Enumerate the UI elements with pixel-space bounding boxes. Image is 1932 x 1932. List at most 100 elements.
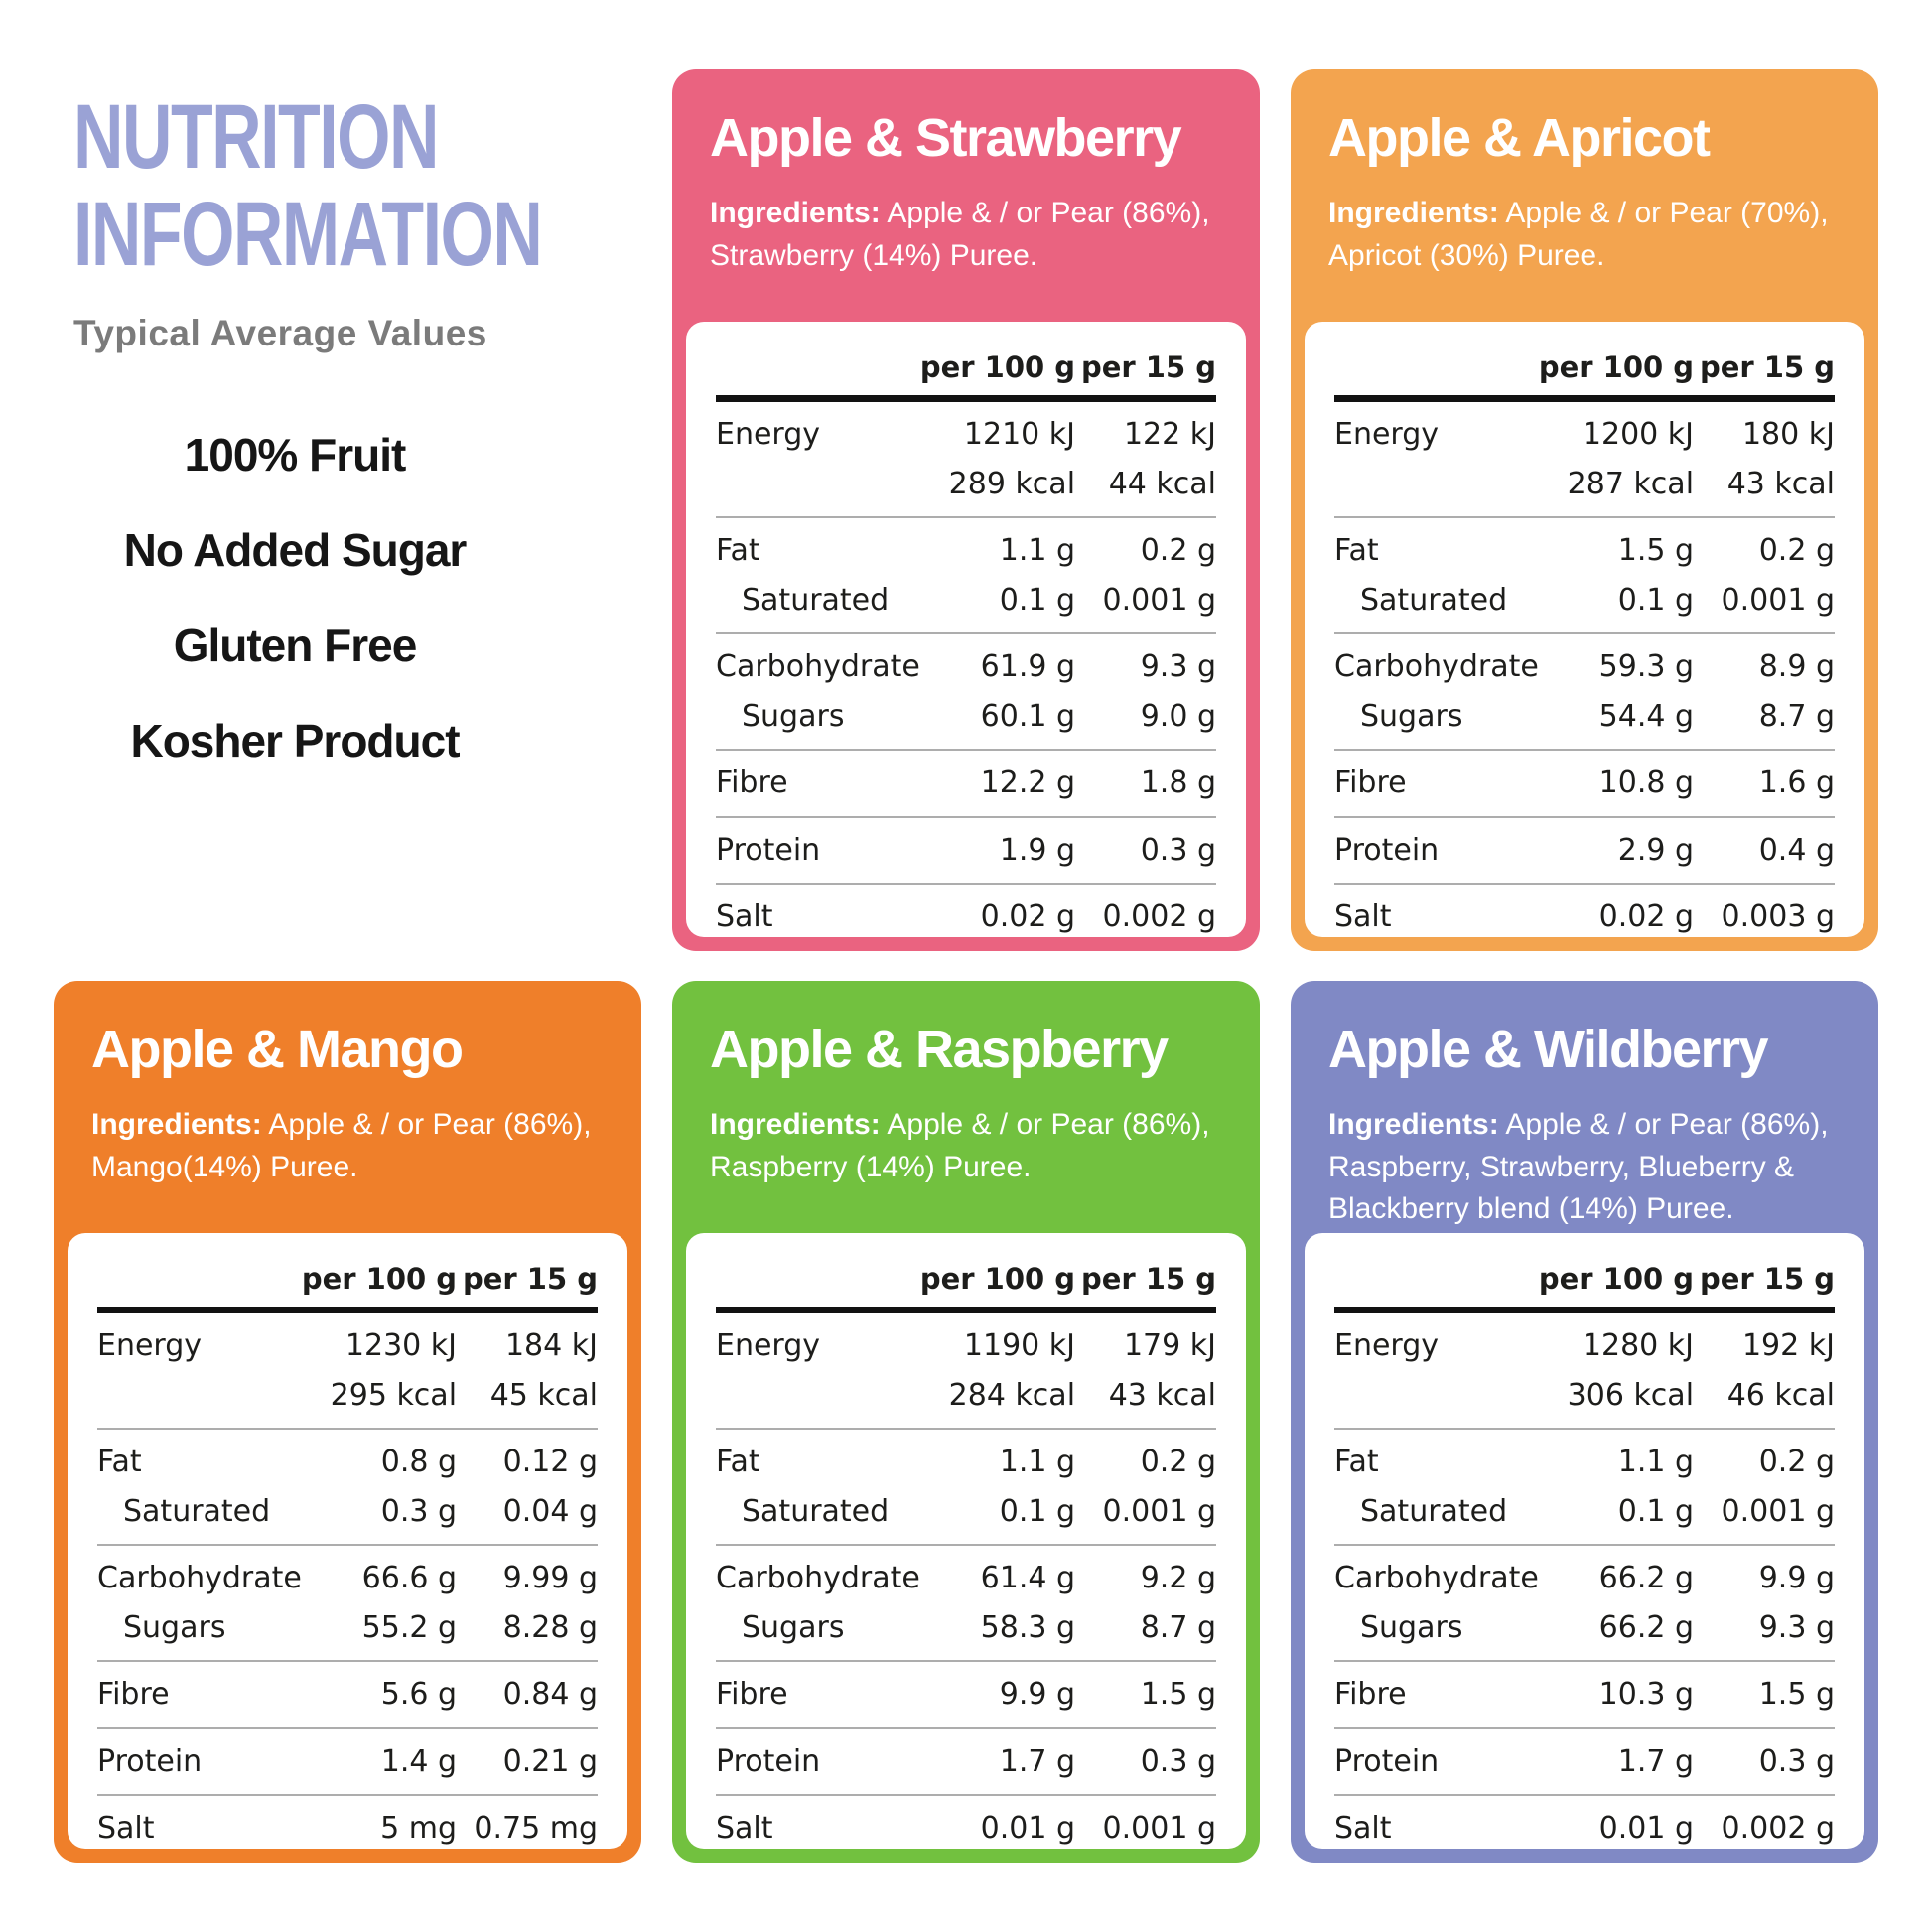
card-header: Apple & Wildberry Ingredients: Apple & /… (1305, 995, 1864, 1233)
value-per-100g: 10.8 g (1598, 765, 1695, 801)
card-apple-raspberry: Apple & Raspberry Ingredients: Apple & /… (672, 981, 1260, 1863)
nutrient-label: Fat (1334, 1445, 1379, 1480)
nutrient-label: Energy (716, 417, 821, 453)
nutrient-label: Fibre (1334, 1677, 1407, 1713)
value-per-15g: 1.5 g (1140, 1677, 1216, 1713)
page-title: NUTRITION INFORMATION (73, 88, 543, 285)
table-header-rule (1334, 395, 1835, 403)
value-per-15g: 9.99 g (502, 1561, 598, 1596)
row-divider (716, 749, 1216, 752)
value-per-15g: 9.3 g (1140, 649, 1216, 685)
value-per-15g: 1.8 g (1140, 765, 1216, 801)
nutrient-label: Energy (1334, 1328, 1440, 1364)
value-per-15g: 46 kcal (1726, 1377, 1835, 1413)
card-apple-wildberry: Apple & Wildberry Ingredients: Apple & /… (1291, 981, 1878, 1863)
row-divider (1334, 1544, 1835, 1547)
table-header-per-15g: per 15 g (1699, 350, 1835, 384)
page-subtitle: Typical Average Values (73, 313, 487, 354)
row-divider (97, 1794, 598, 1797)
table-header-per-15g: per 15 g (1699, 1262, 1835, 1296)
value-per-100g: 54.4 g (1598, 698, 1695, 734)
value-per-100g: 1.1 g (999, 1445, 1076, 1480)
nutrient-label: Saturated (123, 1493, 271, 1529)
card-header: Apple & Mango Ingredients: Apple & / or … (68, 995, 627, 1233)
table-header-per-100g: per 100 g (1538, 350, 1695, 384)
value-per-15g: 0.002 g (1102, 899, 1216, 935)
nutrient-label (716, 460, 920, 509)
title-line-2: INFORMATION (73, 183, 543, 285)
row-divider (716, 1726, 1216, 1729)
table-header-per-100g: per 100 g (919, 1262, 1076, 1296)
value-per-100g: 306 kcal (1567, 1377, 1695, 1413)
nutrient-label: Fibre (1334, 765, 1407, 801)
cards-grid: NUTRITION INFORMATION Typical Average Va… (54, 69, 1878, 1863)
nutrient-label (1334, 1371, 1539, 1421)
value-per-15g: 8.7 g (1758, 698, 1835, 734)
row-divider (97, 1544, 598, 1547)
nutrient-label: Carbohydrate (1334, 1561, 1539, 1596)
nutrient-label: Fibre (97, 1677, 170, 1713)
nutrient-label: Protein (1334, 832, 1440, 868)
card-header: Apple & Apricot Ingredients: Apple & / o… (1305, 83, 1864, 322)
row-divider (1334, 815, 1835, 818)
value-per-15g: 122 kJ (1123, 417, 1216, 453)
value-per-15g: 0.12 g (502, 1445, 598, 1480)
nutrient-label: Carbohydrate (97, 1561, 302, 1596)
nutrient-label: Fat (716, 533, 760, 569)
value-per-15g: 0.003 g (1721, 899, 1835, 935)
nutrient-label: Salt (716, 899, 773, 935)
value-per-15g: 0.001 g (1721, 1493, 1835, 1529)
value-per-15g: 43 kcal (1726, 466, 1835, 501)
value-per-15g: 192 kJ (1741, 1328, 1835, 1364)
value-per-100g: 0.02 g (1598, 899, 1695, 935)
value-per-15g: 0.3 g (1140, 1743, 1216, 1779)
nutrient-label: Protein (97, 1743, 203, 1779)
claim-text: 100% Fruit (184, 429, 407, 482)
nutrition-table-panel: per 100 g per 15 g Energy 1230 kJ 184 kJ… (68, 1233, 627, 1849)
value-per-100g: 1200 kJ (1582, 417, 1695, 453)
value-per-15g: 179 kJ (1123, 1328, 1216, 1364)
ingredients-label: Ingredients: (1328, 1108, 1499, 1141)
value-per-100g: 289 kcal (948, 466, 1076, 501)
table-header-rule (97, 1307, 598, 1314)
table-header-spacer (716, 344, 920, 393)
value-per-100g: 66.6 g (361, 1561, 458, 1596)
card-title: Apple & Raspberry (710, 1020, 1169, 1079)
value-per-100g: 0.01 g (1598, 1811, 1695, 1847)
value-per-100g: 1210 kJ (963, 417, 1076, 453)
value-per-15g: 9.0 g (1140, 698, 1216, 734)
value-per-100g: 0.1 g (999, 582, 1076, 618)
card-apple-strawberry: Apple & Strawberry Ingredients: Apple & … (672, 69, 1260, 951)
info-panel: NUTRITION INFORMATION Typical Average Va… (54, 69, 641, 951)
card-apple-mango: Apple & Mango Ingredients: Apple & / or … (54, 981, 641, 1863)
nutrient-label: Salt (97, 1811, 155, 1847)
table-header-per-15g: per 15 g (1080, 350, 1216, 384)
value-per-15g: 0.2 g (1758, 533, 1835, 569)
nutrient-label: Salt (1334, 899, 1392, 935)
ingredients-label: Ingredients: (710, 1108, 881, 1141)
value-per-15g: 0.3 g (1140, 832, 1216, 868)
value-per-100g: 0.1 g (1617, 1493, 1695, 1529)
value-per-15g: 0.2 g (1140, 533, 1216, 569)
nutrient-label: Sugars (1360, 1609, 1463, 1645)
value-per-100g: 0.1 g (1617, 582, 1695, 618)
nutrient-label: Sugars (1360, 698, 1463, 734)
value-per-15g: 9.2 g (1140, 1561, 1216, 1596)
nutrition-table: per 100 g per 15 g Energy 1190 kJ 179 kJ… (716, 1255, 1216, 1849)
value-per-100g: 66.2 g (1598, 1609, 1695, 1645)
value-per-15g: 9.3 g (1758, 1609, 1835, 1645)
value-per-15g: 1.5 g (1758, 1677, 1835, 1713)
nutrient-label: Protein (716, 832, 821, 868)
nutrient-label: Salt (716, 1811, 773, 1847)
nutrition-table: per 100 g per 15 g Energy 1280 kJ 192 kJ… (1334, 1255, 1835, 1849)
ingredients-label: Ingredients: (1328, 197, 1499, 229)
nutrient-label: Energy (1334, 417, 1440, 453)
nutrient-label: Energy (716, 1328, 821, 1364)
value-per-15g: 0.002 g (1721, 1811, 1835, 1847)
nutrition-table-panel: per 100 g per 15 g Energy 1200 kJ 180 kJ… (1305, 322, 1864, 937)
table-header-per-100g: per 100 g (919, 350, 1076, 384)
value-per-100g: 287 kcal (1567, 466, 1695, 501)
row-divider (97, 1660, 598, 1663)
table-header-spacer (716, 1255, 920, 1305)
nutrient-label: Protein (1334, 1743, 1440, 1779)
